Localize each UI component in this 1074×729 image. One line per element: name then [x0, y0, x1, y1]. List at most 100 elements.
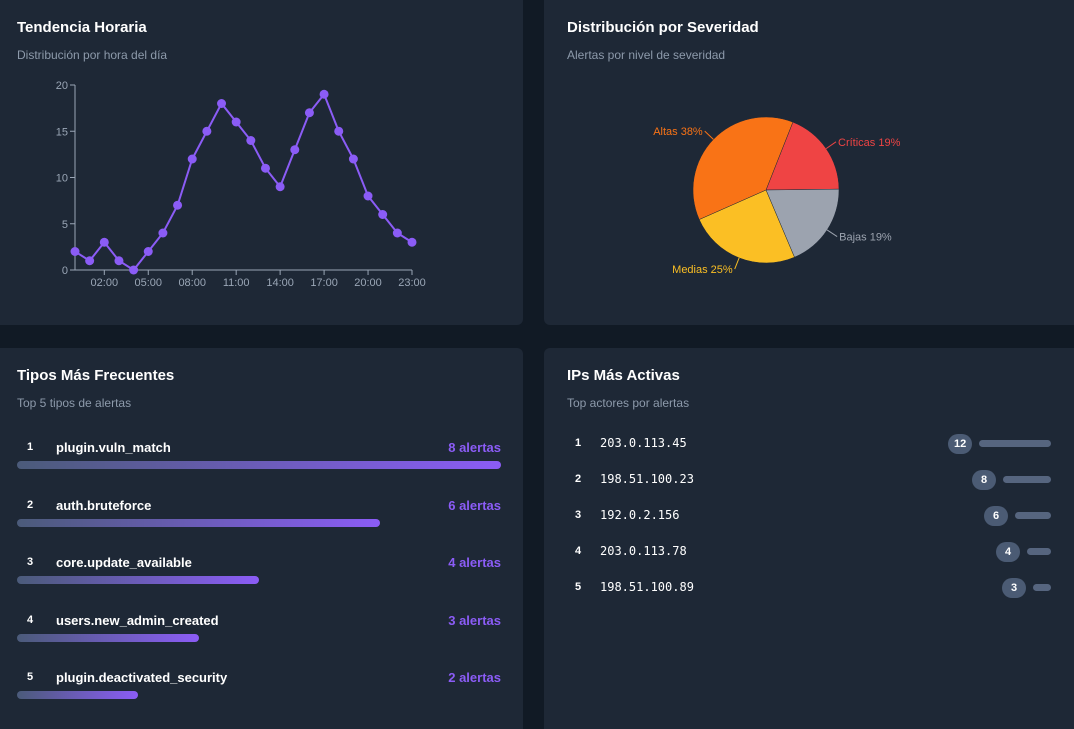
- x-tick-label: 23:00: [398, 277, 426, 289]
- active-ip-row: 4 203.0.113.78 4: [567, 541, 1052, 563]
- y-tick-label: 5: [62, 219, 68, 231]
- active-ip-rank: 2: [575, 473, 582, 485]
- alert-type-row: 4 users.new_admin_created 3 alertas: [17, 612, 501, 654]
- x-tick-label: 05:00: [134, 277, 162, 289]
- hourly-data-point: [202, 126, 212, 136]
- severity-title: Distribución por Severidad: [567, 19, 759, 36]
- pie-slice: [692, 116, 794, 220]
- active-ip-address: 198.51.100.23: [600, 472, 694, 486]
- alert-type-count: 3 alertas: [448, 612, 501, 628]
- active-ip-address: 203.0.113.45: [600, 436, 687, 450]
- alert-type-count: 8 alertas: [448, 440, 501, 455]
- alert-type-count: 4 alertas: [448, 555, 501, 570]
- pie-label-leader: [704, 130, 714, 140]
- pie-slice-label: Críticas 19%: [838, 137, 901, 149]
- active-ip-rank: 3: [575, 509, 582, 521]
- hourly-series-line: [74, 92, 413, 272]
- x-tick-label: 14:00: [266, 277, 294, 289]
- x-tick-label: 20:00: [354, 277, 382, 289]
- hourly-data-point: [143, 247, 153, 256]
- active-ip-count-badge: 4: [996, 542, 1020, 562]
- hourly-data-point: [129, 265, 139, 275]
- alert-type-name: plugin.deactivated_security: [56, 670, 228, 685]
- active-ip-row: 5 198.51.100.89 3: [567, 577, 1052, 599]
- hourly-data-point: [173, 200, 183, 210]
- top-types-subtitle: Top 5 tipos de alertas: [17, 396, 132, 410]
- alert-type-rank: 1: [27, 441, 34, 453]
- y-tick-label: 10: [56, 173, 68, 185]
- hourly-data-point: [348, 154, 358, 164]
- hourly-data-point: [260, 163, 270, 173]
- hourly-data-point: [334, 126, 344, 136]
- active-ip-rank: 5: [575, 581, 582, 593]
- active-ip-rank: 4: [575, 545, 582, 557]
- top-types-card: Tipos Más Frecuentes Top 5 tipos de aler…: [0, 348, 523, 729]
- hourly-data-point: [392, 228, 402, 238]
- hourly-data-point: [275, 182, 285, 192]
- pie-label-leader: [826, 229, 838, 237]
- active-ip-bar: [1033, 584, 1051, 591]
- y-tick-label: 20: [56, 80, 68, 92]
- hourly-data-point: [85, 256, 95, 266]
- hourly-data-point: [378, 210, 388, 219]
- hourly-line-chart: 0 5 10 15 20 02:00 05:00 08:00 11:00 14:00 17:00 20…: [56, 80, 426, 289]
- alert-type-name: auth.bruteforce: [56, 497, 152, 513]
- severity-card: Distribución por Severidad Alertas por n…: [544, 0, 1074, 325]
- top-ips-title: IPs Más Activas: [567, 367, 680, 384]
- hourly-data-point: [187, 154, 197, 164]
- alert-type-rank: 5: [27, 671, 34, 683]
- pie-label-leader: [734, 257, 740, 270]
- pie-slice-label: Bajas 19%: [839, 232, 892, 244]
- hourly-data-point: [217, 99, 227, 108]
- top-ips-subtitle: Top actores por alertas: [567, 396, 690, 410]
- hourly-data-point: [70, 247, 80, 256]
- hourly-data-point: [407, 237, 417, 247]
- alert-type-row: 1 plugin.vuln_match 8 alertas: [17, 440, 501, 481]
- y-tick-label: 15: [56, 126, 68, 138]
- alert-type-bar: [17, 461, 501, 469]
- hourly-data-point: [246, 136, 256, 145]
- hourly-trend-subtitle: Distribución por hora del día: [17, 48, 168, 62]
- hourly-data-point: [99, 237, 109, 247]
- alert-type-count: 2 alertas: [448, 670, 501, 685]
- top-ips-card: IPs Más Activas Top actores por alertas …: [544, 348, 1074, 729]
- alert-type-name: users.new_admin_created: [56, 612, 219, 628]
- active-ip-bar: [979, 440, 1051, 447]
- x-tick-label: 11:00: [223, 277, 250, 289]
- top-types-title: Tipos Más Frecuentes: [17, 367, 175, 384]
- x-tick-label: 02:00: [91, 277, 119, 289]
- active-ip-row: 2 198.51.100.23 8: [567, 469, 1052, 491]
- alert-type-row: 3 core.update_available 4 alertas: [17, 555, 501, 596]
- pie-slice-label: Medias 25%: [672, 264, 733, 276]
- active-ip-bar: [1003, 476, 1051, 483]
- active-ip-address: 203.0.113.78: [600, 544, 687, 558]
- pie-slice: [765, 188, 840, 258]
- active-ip-address: 198.51.100.89: [600, 580, 694, 594]
- y-tick-label: 0: [62, 265, 68, 277]
- severity-subtitle: Alertas por nivel de severidad: [567, 48, 726, 62]
- x-tick-label: 08:00: [178, 277, 206, 289]
- active-ip-rank: 1: [575, 437, 582, 449]
- active-ip-address: 192.0.2.156: [600, 508, 680, 522]
- active-ip-row: 1 203.0.113.45 12: [567, 433, 1052, 455]
- hourly-data-point: [363, 191, 373, 201]
- active-ip-bar: [1027, 548, 1051, 555]
- hourly-data-point: [158, 228, 168, 238]
- hourly-data-point: [304, 108, 314, 118]
- hourly-data-point: [231, 117, 241, 127]
- alert-type-rank: 2: [27, 498, 34, 511]
- active-ip-row: 3 192.0.2.156 6: [567, 505, 1052, 527]
- alert-type-count: 6 alertas: [448, 497, 501, 513]
- hourly-data-point: [114, 256, 124, 266]
- pie-label-leader: [825, 141, 837, 150]
- active-ip-count-badge: 12: [948, 434, 973, 454]
- pie-slice: [765, 121, 840, 191]
- alert-type-name: plugin.vuln_match: [56, 440, 171, 455]
- active-ip-count-badge: 8: [972, 470, 996, 490]
- pie-slice-label: Altas 38%: [653, 126, 703, 138]
- alert-type-bar: [17, 691, 138, 699]
- active-ip-count-badge: 3: [1002, 578, 1026, 598]
- alert-type-bar: [17, 633, 199, 642]
- alert-type-row: 5 plugin.deactivated_security 2 alertas: [17, 670, 501, 711]
- severity-pie-chart: Críticas 19% Bajas 19% Medias 25% Altas 38%: [653, 116, 901, 276]
